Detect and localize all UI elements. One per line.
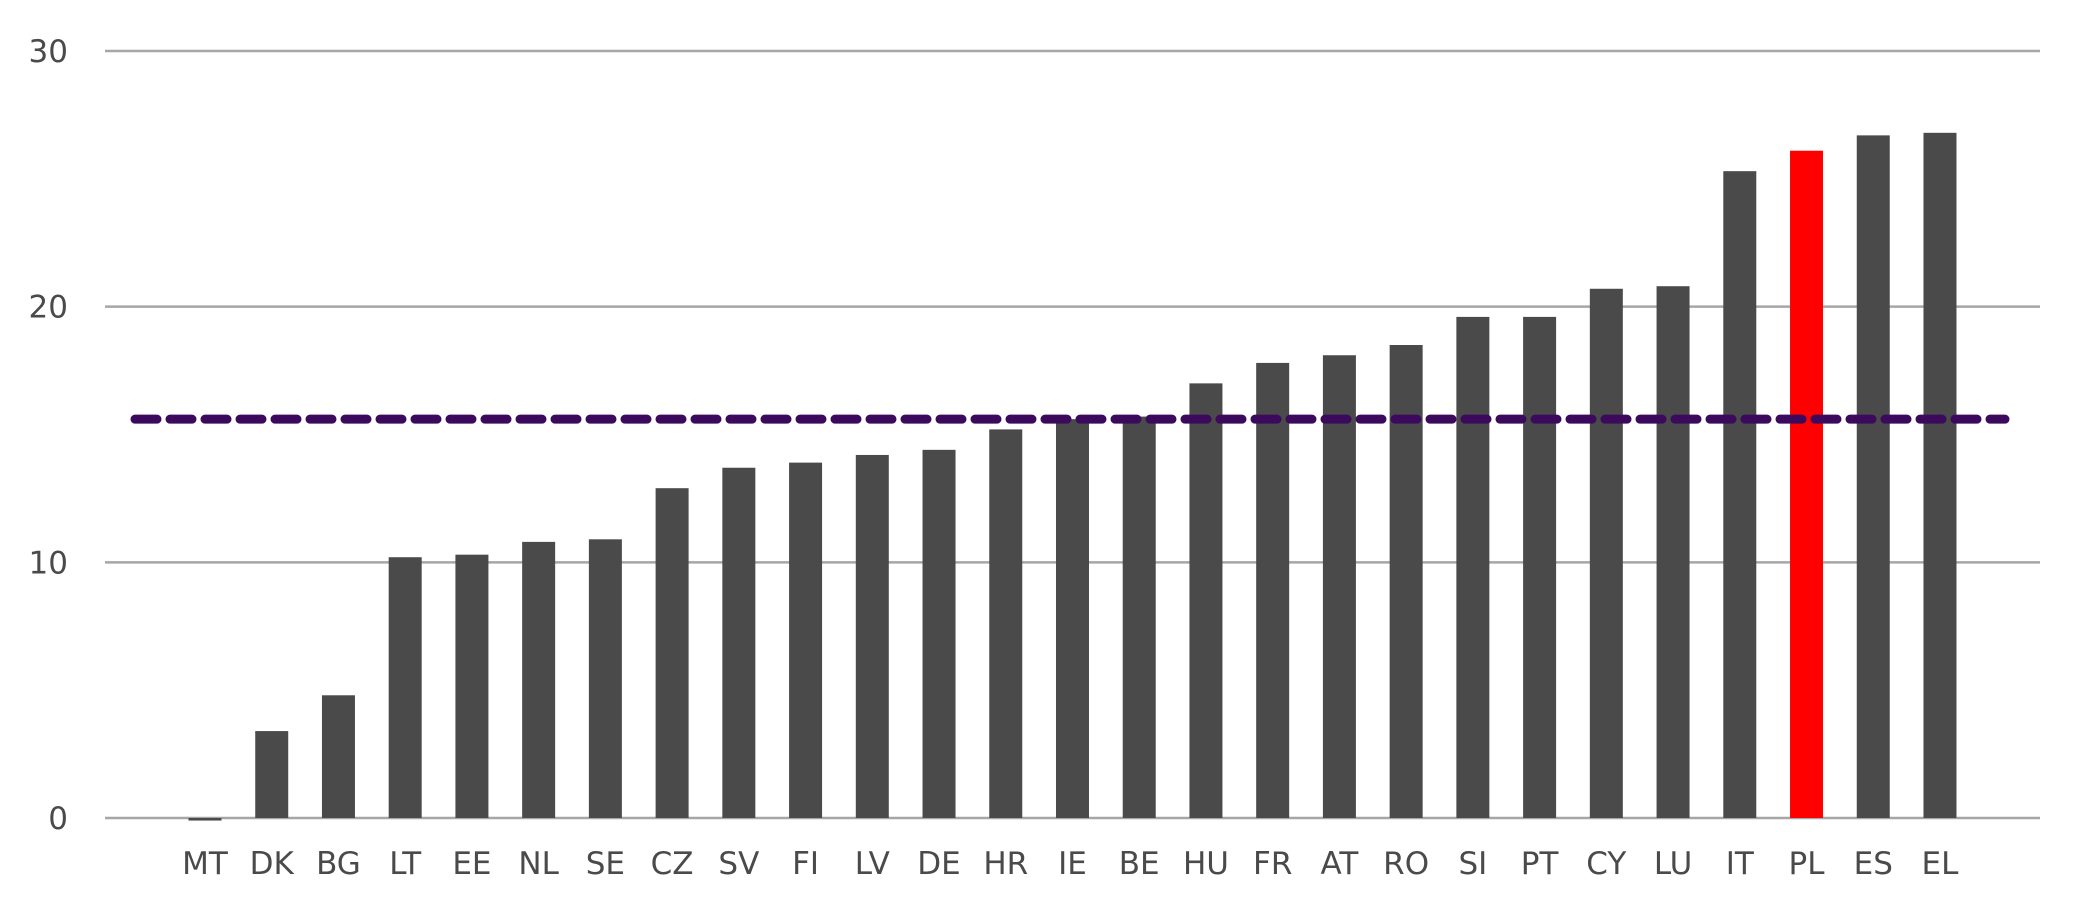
bar-si (1456, 316, 1490, 818)
x-tick-label: SI (1458, 846, 1487, 882)
x-tick-label: SE (586, 846, 625, 882)
bar-de (922, 449, 956, 818)
bar-ro (1389, 345, 1423, 818)
bar-sv (722, 467, 756, 818)
bar-es (1856, 135, 1890, 818)
x-tick-label: NL (518, 846, 559, 882)
bar-nl (522, 541, 556, 818)
y-tick-label: 30 (29, 34, 68, 70)
x-tick-label: DE (917, 846, 960, 882)
bar-cy (1589, 288, 1623, 818)
bar-ie (1055, 419, 1089, 818)
x-tick-label: IT (1726, 846, 1755, 882)
x-tick-label: AT (1321, 846, 1360, 882)
bar-lv (855, 454, 889, 818)
y-tick-label: 20 (29, 290, 68, 326)
x-tick-label: BG (316, 846, 361, 882)
x-tick-label: HU (1183, 846, 1229, 882)
bar-lt (388, 557, 422, 818)
x-tick-label: ES (1854, 846, 1893, 882)
bar-pt (1523, 316, 1557, 818)
bar-at (1322, 355, 1356, 818)
bars (188, 132, 1957, 821)
bar-pl (1790, 150, 1824, 818)
bar-hu (1189, 383, 1223, 818)
y-tick-label: 0 (48, 801, 68, 837)
x-tick-label: HR (983, 846, 1028, 882)
bar-be (1122, 416, 1156, 818)
bar-mt (188, 818, 222, 821)
bar-fr (1256, 362, 1290, 818)
bar-cz (655, 488, 689, 818)
bar-fi (789, 462, 823, 818)
x-tick-label: SV (718, 846, 759, 882)
x-tick-label: PL (1789, 846, 1826, 882)
bar-dk (255, 731, 289, 818)
y-axis-ticks: 0 10 20 30 (29, 34, 68, 837)
y-tick-label: 10 (29, 545, 68, 581)
bar-bg (321, 695, 355, 818)
bar-ee (455, 554, 489, 818)
x-tick-label: LV (855, 846, 890, 882)
x-tick-label: DK (250, 846, 295, 882)
bar-hr (989, 429, 1023, 818)
x-tick-label: EL (1922, 846, 1960, 882)
x-tick-label: FI (792, 846, 819, 882)
x-tick-label: FR (1253, 846, 1292, 882)
x-tick-label: BE (1119, 846, 1160, 882)
x-tick-label: IE (1058, 846, 1087, 882)
x-tick-label: CZ (651, 846, 694, 882)
x-axis-labels: MT DK BG LT EE NL SE CZ SV FI LV DE HR IE BE HU FR AT RO SI… (182, 846, 1959, 882)
bar-se (588, 539, 622, 818)
x-tick-label: MT (182, 846, 229, 882)
x-tick-label: LU (1654, 846, 1692, 882)
x-tick-label: CY (1586, 846, 1626, 882)
bar-it (1723, 171, 1757, 818)
x-tick-label: RO (1383, 846, 1429, 882)
x-tick-label: LT (389, 846, 422, 882)
x-tick-label: EE (452, 846, 491, 882)
bar-lu (1656, 286, 1690, 818)
bar-el (1923, 132, 1957, 818)
x-tick-label: PT (1521, 846, 1560, 882)
